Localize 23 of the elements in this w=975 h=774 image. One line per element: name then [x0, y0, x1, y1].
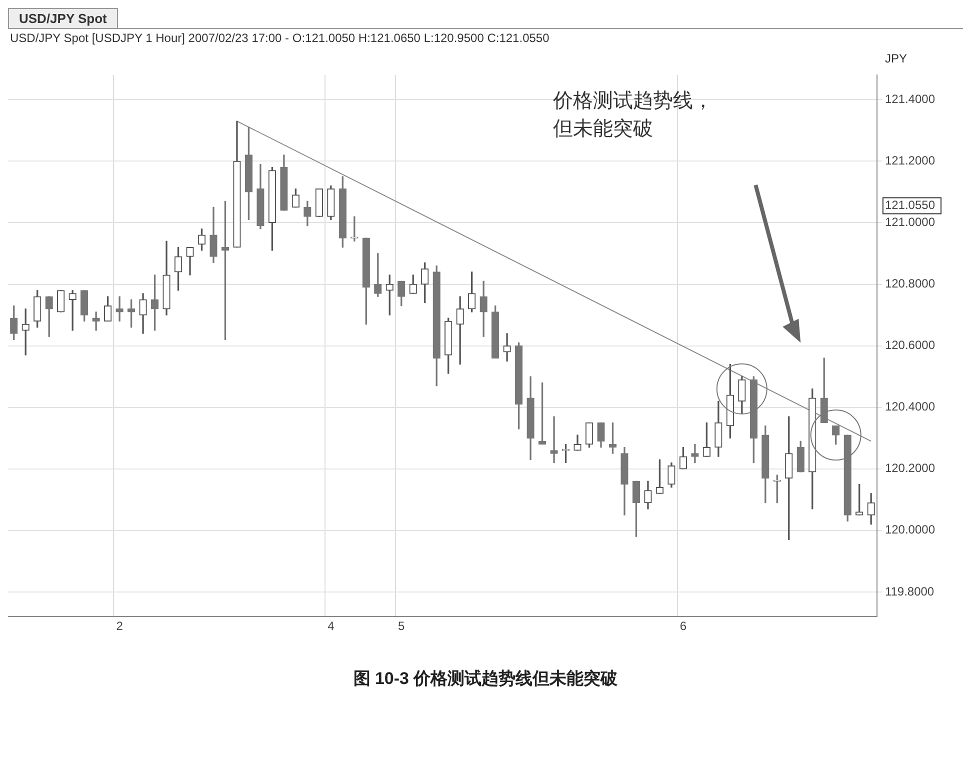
y-tick-label: 120.8000 [884, 276, 936, 291]
x-tick-label: 6 [680, 619, 687, 634]
y-tick-label: 121.4000 [884, 92, 936, 106]
y-tick-label: 119.8000 [884, 584, 934, 598]
x-tick-label: 5 [398, 619, 406, 634]
y-axis-title: JPY [884, 51, 907, 66]
y-tick-label: 120.0000 [884, 522, 936, 537]
y-tick-label: 120.4000 [884, 400, 936, 414]
candlestick [503, 333, 511, 362]
annotation: 价格测试趋势线，但未能突破 [553, 89, 714, 142]
y-tick-label: 120.2000 [884, 461, 936, 476]
y-tick-label: 121.2000 [884, 153, 936, 168]
y-tick-label: 120.6000 [884, 338, 936, 352]
x-tick-label: 4 [328, 619, 335, 634]
y-tick-label: 121.0000 [884, 215, 936, 230]
candlestick [691, 444, 699, 464]
candlestick [550, 416, 558, 464]
caption: 图 10-3 价格测试趋势线但未能突破 [352, 668, 619, 690]
chart-subtitle: USD/JPY Spot [USDJPY 1 Hour] 2007/02/23 17:00 - O:121.0050 H:121.0650 L:120.9500 C:121.0550 [8, 28, 963, 47]
x-tick-label: 2 [116, 619, 124, 634]
y-tick-label: 121.0550 [884, 198, 936, 212]
candlestick [116, 296, 124, 322]
candlestick [92, 312, 100, 331]
